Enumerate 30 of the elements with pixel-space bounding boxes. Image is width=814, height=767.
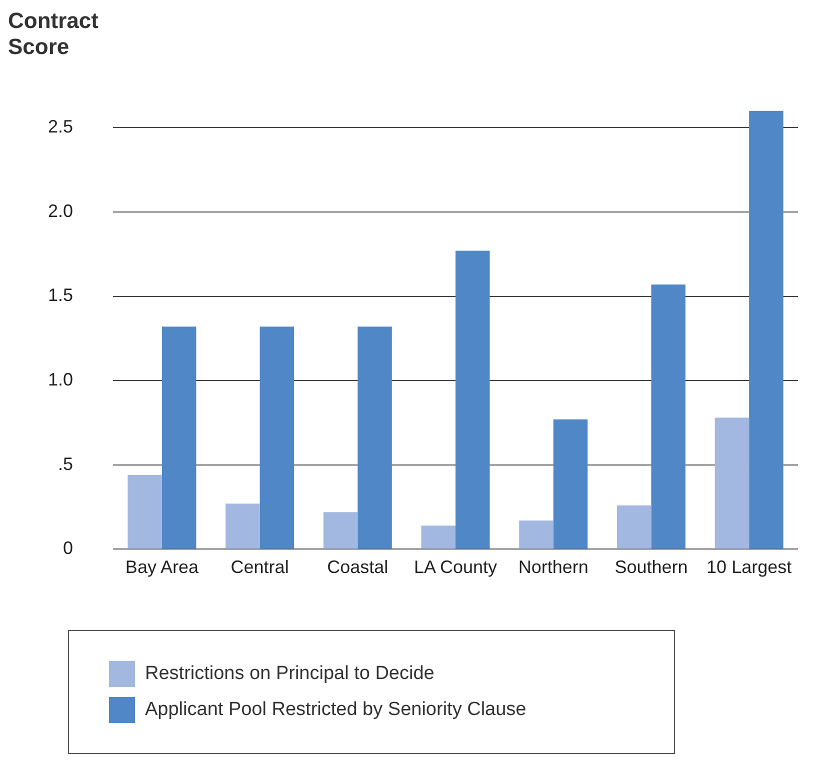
bar [616, 505, 652, 549]
bar [358, 326, 392, 549]
bar [519, 520, 554, 549]
bar [749, 110, 784, 549]
bar [714, 418, 750, 549]
x-tick-label: Central [230, 556, 289, 577]
x-tick-label: LA County [414, 556, 498, 577]
y-tick-label: 1.0 [48, 370, 74, 390]
bar [162, 326, 196, 549]
y-tick-label: 1.5 [48, 285, 74, 306]
bar [421, 526, 456, 549]
bar [553, 419, 588, 549]
y-tick-label: 2.0 [48, 200, 74, 221]
x-tick-label: Bay Area [125, 556, 200, 577]
bar [260, 326, 294, 549]
bar [128, 475, 162, 549]
y-axis-title: Contract Score [8, 8, 100, 60]
y-tick-label: .5 [58, 454, 74, 474]
legend-label: Applicant Pool Restricted by Seniority Clause [145, 699, 526, 721]
bar [651, 284, 686, 549]
legend-label: Restrictions on Principal to Decide [145, 663, 434, 685]
y-tick-label: 0 [63, 538, 74, 558]
bar [323, 512, 358, 549]
x-tick-label: Southern [614, 556, 688, 577]
bar [456, 250, 490, 549]
x-tick-label: Coastal [327, 556, 388, 577]
x-tick-label: 10 Largest [706, 556, 792, 577]
x-tick-label: Northern [518, 556, 588, 577]
bar [226, 504, 260, 549]
y-tick-label: 2.5 [48, 116, 74, 137]
